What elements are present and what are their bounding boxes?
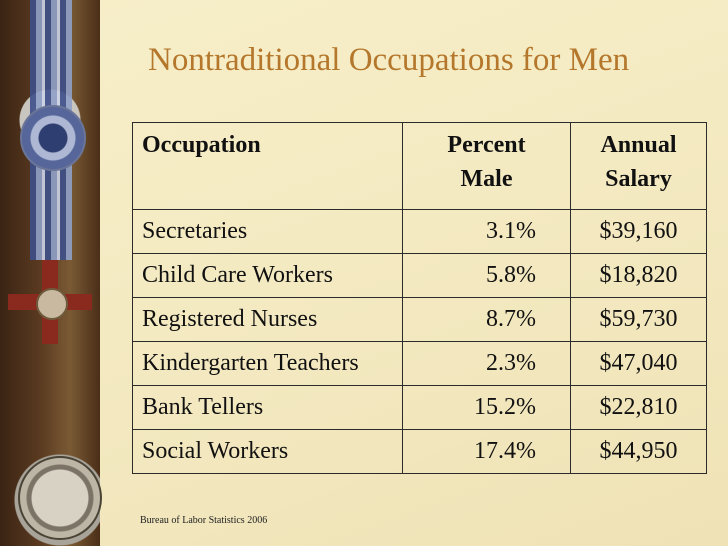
occupation-cell: Registered Nurses bbox=[132, 297, 403, 342]
occupation-cell: Child Care Workers bbox=[132, 253, 403, 298]
table-row: Secretaries 3.1% $39,160 bbox=[132, 209, 707, 254]
occupations-table: Occupation Percent Male Annual Salary Se… bbox=[132, 122, 707, 474]
occupation-cell: Kindergarten Teachers bbox=[132, 341, 403, 386]
occupation-cell: Bank Tellers bbox=[132, 385, 403, 430]
rosette-image bbox=[20, 105, 86, 171]
table-row: Kindergarten Teachers 2.3% $47,040 bbox=[132, 341, 707, 386]
salary-cell: $39,160 bbox=[570, 209, 707, 254]
header-percent-male: Percent Male bbox=[402, 122, 571, 210]
header-salary-line1: Annual bbox=[600, 132, 677, 158]
salary-cell: $18,820 bbox=[570, 253, 707, 298]
table-row: Registered Nurses 8.7% $59,730 bbox=[132, 297, 707, 342]
header-percent-line1: Percent bbox=[447, 132, 526, 158]
table-header-row: Occupation Percent Male Annual Salary bbox=[132, 122, 707, 210]
table-row: Child Care Workers 5.8% $18,820 bbox=[132, 253, 707, 298]
header-percent-line2: Male bbox=[460, 166, 513, 192]
percent-cell: 5.8% bbox=[402, 253, 571, 298]
percent-cell: 3.1% bbox=[402, 209, 571, 254]
table-row: Social Workers 17.4% $44,950 bbox=[132, 429, 707, 474]
salary-cell: $44,950 bbox=[570, 429, 707, 474]
percent-cell: 2.3% bbox=[402, 341, 571, 386]
header-annual-salary: Annual Salary bbox=[570, 122, 707, 210]
occupation-cell: Social Workers bbox=[132, 429, 403, 474]
salary-cell: $47,040 bbox=[570, 341, 707, 386]
percent-cell: 8.7% bbox=[402, 297, 571, 342]
header-salary-line2: Salary bbox=[605, 166, 672, 192]
percent-cell: 15.2% bbox=[402, 385, 571, 430]
source-footnote: Bureau of Labor Statistics 2006 bbox=[140, 515, 268, 526]
header-occupation: Occupation bbox=[132, 122, 403, 210]
table-row: Bank Tellers 15.2% $22,810 bbox=[132, 385, 707, 430]
percent-cell: 17.4% bbox=[402, 429, 571, 474]
salary-cell: $22,810 bbox=[570, 385, 707, 430]
medal-center-image bbox=[36, 288, 68, 320]
salary-cell: $59,730 bbox=[570, 297, 707, 342]
slide-title: Nontraditional Occupations for Men bbox=[148, 42, 630, 78]
compass-image bbox=[18, 456, 102, 540]
occupation-cell: Secretaries bbox=[132, 209, 403, 254]
decorative-medal-strip bbox=[0, 0, 102, 546]
